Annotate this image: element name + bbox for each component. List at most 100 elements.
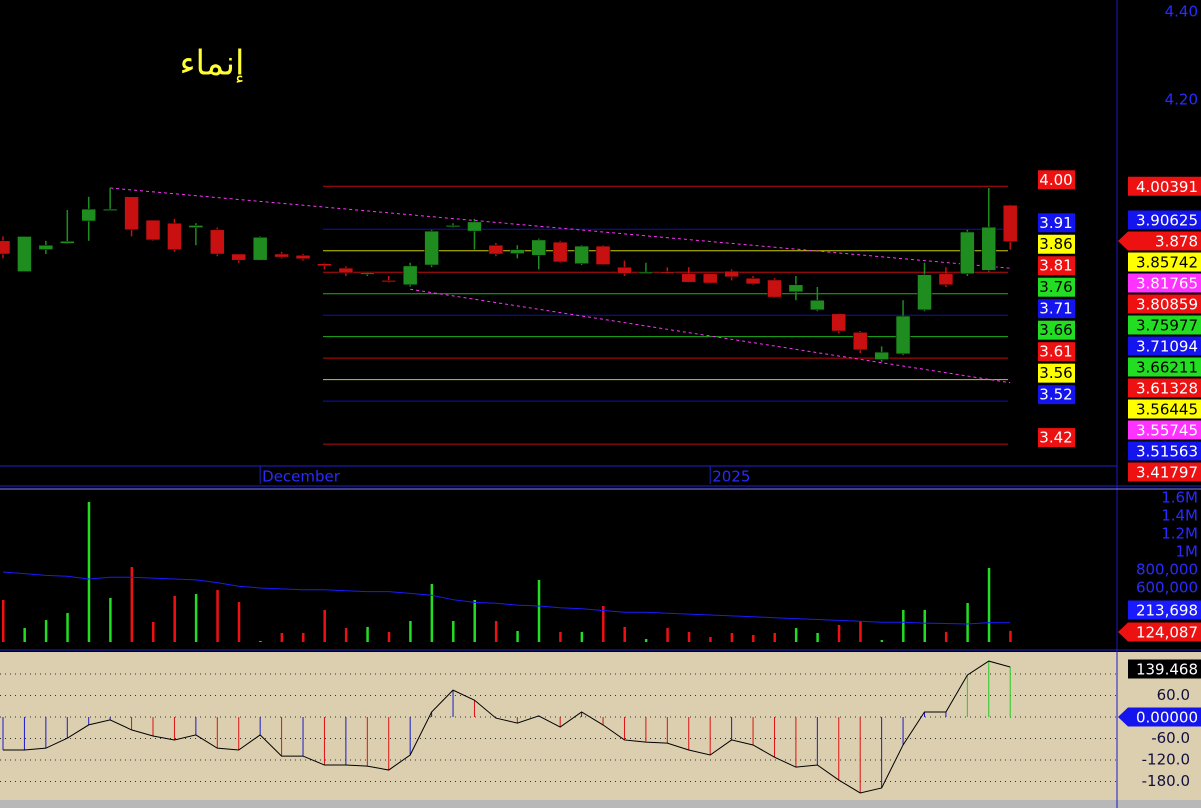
oscillator-line (3, 660, 1011, 794)
candle-body (981, 226, 997, 271)
candle-body (424, 230, 439, 266)
candle-body (210, 229, 225, 255)
axis-value-label-box (1118, 231, 1201, 251)
axis-value-label: 3.55745 (1136, 422, 1198, 440)
level-label-box (1038, 170, 1075, 190)
volume-bar (944, 632, 948, 642)
x-tick-label: December (262, 468, 341, 486)
candle-body (445, 225, 461, 228)
candle-body (960, 231, 975, 275)
y-tick-label: 1.4M (1161, 506, 1198, 524)
volume-bar (987, 568, 991, 642)
trendline (110, 187, 1011, 269)
axis-value-label-box (1128, 315, 1201, 335)
volume-bar (109, 597, 112, 642)
candle-body (595, 245, 611, 265)
candle-body (767, 279, 782, 298)
level-label: 3.56 (1039, 364, 1072, 382)
zero-label: 0.00000 (1136, 709, 1198, 727)
volume-bar (302, 632, 305, 642)
candle-body (895, 315, 911, 355)
volume-bar (66, 613, 69, 642)
y-tick-label: 60.0 (1157, 686, 1190, 704)
level-label-box (1038, 363, 1075, 383)
volume-average-label-box (1128, 600, 1201, 620)
volume-bar (687, 632, 691, 642)
instrument-title: إنماء (180, 44, 245, 84)
volume-bar (194, 594, 198, 642)
level-label: 3.76 (1039, 278, 1072, 296)
axis-value-label: 3.71094 (1136, 338, 1198, 356)
volume-bar (87, 501, 91, 642)
candle-body (360, 272, 375, 275)
axis-value-label: 3.85742 (1136, 254, 1198, 272)
candle-body (467, 221, 482, 232)
y-tick-label: 4.20 (1165, 91, 1198, 109)
candle-body (274, 253, 289, 258)
candle-body (745, 277, 761, 285)
volume-bar (473, 599, 476, 642)
candle-body (660, 271, 675, 274)
level-label: 3.42 (1039, 429, 1072, 447)
candle-body (124, 196, 139, 231)
oscillator-background (0, 652, 1201, 800)
candle-body (917, 274, 932, 311)
level-label: 3.66 (1039, 321, 1072, 339)
level-label-box (1038, 385, 1075, 405)
volume-bar (1009, 630, 1012, 642)
candle-body (167, 222, 182, 250)
bottom-strip (0, 800, 1201, 808)
zero-label-box (1118, 707, 1201, 727)
candle-body (0, 240, 11, 255)
volume-bar (516, 631, 519, 642)
volume-bar (216, 589, 219, 642)
volume-bar (409, 621, 412, 642)
volume-bar (280, 632, 284, 642)
axis-value-label: 3.81765 (1136, 275, 1198, 293)
trendline (410, 288, 1011, 384)
axis-value-label-box (1128, 441, 1201, 461)
volume-bar (237, 602, 241, 642)
axis-value-label: 3.90625 (1136, 212, 1198, 230)
level-label-box (1038, 428, 1075, 448)
volume-last-label-box (1118, 622, 1201, 642)
y-tick-label: -60.0 (1151, 729, 1190, 747)
y-tick-label: 600,000 (1136, 578, 1198, 596)
volume-bar (537, 579, 541, 642)
candle-body (810, 299, 825, 311)
volume-bar (580, 632, 584, 642)
axis-value-label-box (1128, 273, 1201, 293)
candle-body (145, 219, 161, 241)
volume-bar (902, 609, 905, 642)
volume-bar (387, 632, 391, 642)
level-label-box (1038, 256, 1075, 276)
axis-value-label: 3.878 (1155, 233, 1198, 251)
volume-bar (837, 624, 841, 642)
candle-body (381, 280, 396, 283)
volume-bar (966, 603, 969, 642)
volume-bar (923, 609, 926, 642)
candle-body (574, 245, 589, 264)
axis-value-label-box (1128, 462, 1201, 482)
axis-value-label: 3.41797 (1136, 464, 1198, 482)
volume-bar (366, 626, 369, 642)
candle-body (188, 225, 204, 228)
volume-bar (752, 634, 755, 642)
candle-body (531, 239, 546, 256)
axis-value-label-box (1128, 399, 1201, 419)
candle-body (38, 244, 54, 250)
y-tick-label: -120.0 (1142, 751, 1190, 769)
candle-body (81, 208, 96, 222)
axis-value-label: 3.66211 (1136, 359, 1198, 377)
level-label-box (1038, 234, 1075, 254)
volume-bar (44, 620, 48, 642)
candle-body (488, 244, 504, 255)
volume-bar (344, 628, 348, 642)
candle-body (552, 241, 568, 263)
candle-body (724, 270, 739, 278)
axis-value-label: 3.51563 (1136, 443, 1198, 461)
candle-body (338, 267, 354, 274)
y-tick-label: 4.40 (1165, 3, 1198, 21)
axis-value-label-box (1128, 294, 1201, 314)
